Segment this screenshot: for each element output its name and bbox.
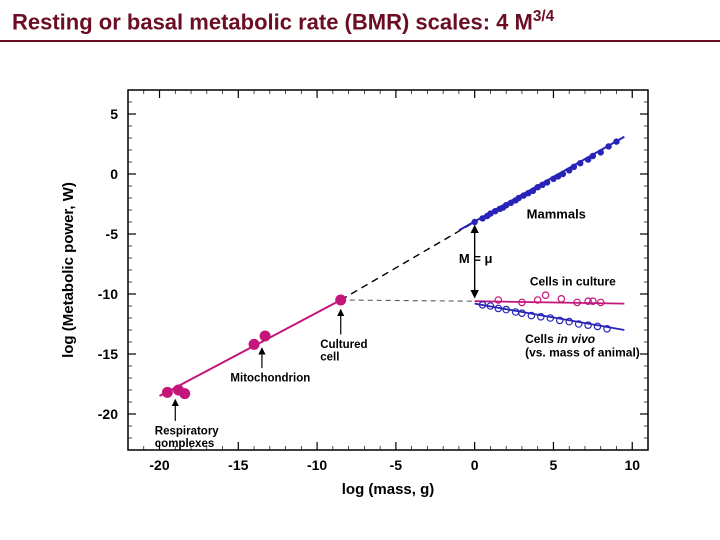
point-mammals-pts	[571, 164, 577, 170]
y-tick-label: 0	[110, 166, 118, 182]
label-mitochondrion: Mitochondrion	[230, 373, 310, 385]
point-mito-pts	[260, 331, 271, 342]
point-mammals-pts	[613, 138, 619, 144]
point-cultured-cell-pt	[335, 295, 346, 306]
x-tick-label: 0	[471, 457, 479, 473]
point-mammals-pts	[577, 160, 583, 166]
label-resp-complexes: Respiratorycomplexes	[155, 425, 220, 450]
x-tick-label: -5	[390, 457, 403, 473]
x-tick-label: 5	[550, 457, 558, 473]
point-mammals-pts	[544, 179, 550, 185]
point-resp-complex-pts	[162, 387, 173, 398]
chart-bg	[40, 70, 680, 520]
point-mito-pts	[249, 339, 260, 350]
y-tick-label: -5	[106, 226, 119, 242]
x-axis-label: log (mass, g)	[342, 481, 435, 498]
x-tick-label: -20	[149, 457, 169, 473]
point-mammals-pts	[471, 219, 477, 225]
y-tick-label: 5	[110, 106, 118, 122]
point-mammals-pts	[590, 153, 596, 159]
y-axis-label: log (Metabolic power, W)	[60, 182, 77, 358]
label-mammals: Mammals	[527, 206, 586, 221]
point-mammals-pts	[560, 171, 566, 177]
x-tick-label: -10	[307, 457, 327, 473]
label-m-equals-mu: M = μ	[459, 251, 493, 266]
y-tick-label: -15	[98, 346, 118, 362]
y-tick-label: -10	[98, 286, 118, 302]
point-resp-complex-pts	[179, 388, 190, 399]
y-tick-label: -20	[98, 406, 118, 422]
chart-svg: -20 -15 -10 -5 0 5 10 log (mass, g) -20 -15 -10 -5 0…	[40, 70, 680, 520]
slide: Resting or basal metabolic rate (BMR) sc…	[0, 0, 720, 540]
x-tick-label: -15	[228, 457, 248, 473]
slide-title: Resting or basal metabolic rate (BMR) sc…	[12, 8, 554, 35]
point-mammals-pts	[598, 149, 604, 155]
title-underline	[0, 40, 720, 42]
title-text: Resting or basal metabolic rate (BMR) sc…	[12, 9, 533, 34]
x-tick-label: 10	[624, 457, 640, 473]
label-cells-in-culture: Cells in culture	[530, 275, 616, 289]
bmr-chart: -20 -15 -10 -5 0 5 10 log (mass, g) -20 -15 -10 -5 0…	[40, 70, 680, 520]
point-mammals-pts	[605, 143, 611, 149]
title-exponent: 3/4	[533, 8, 554, 25]
